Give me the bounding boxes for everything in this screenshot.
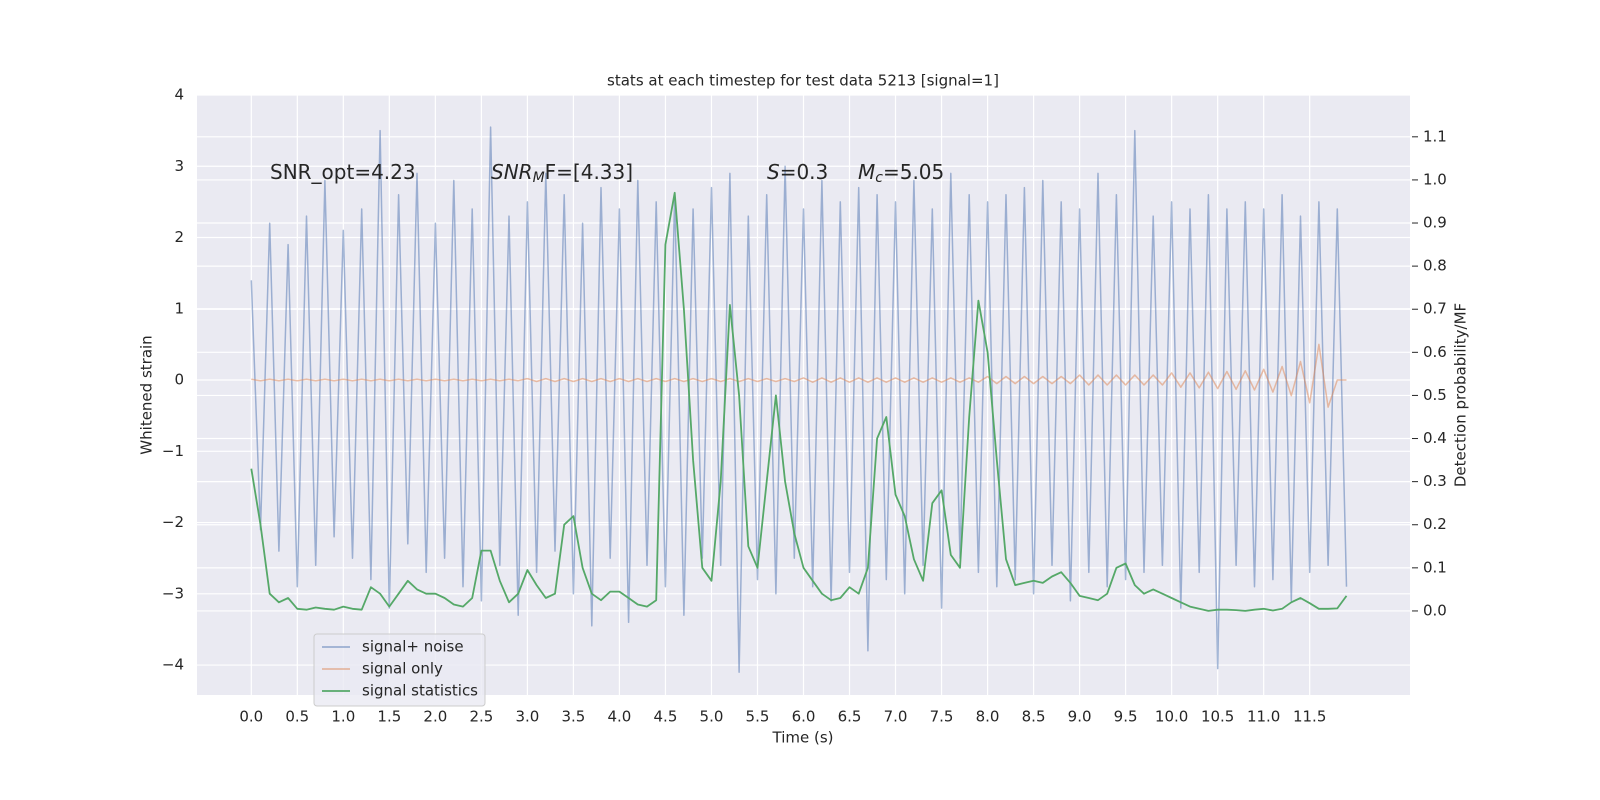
y-tick-label: −2 [162,513,184,531]
annotation-text: S [767,160,780,184]
annotation-text: SNR_opt=4.23 [270,160,416,184]
annotation-text: SNR [491,160,533,184]
y-tick-label: −1 [162,442,184,460]
x-tick-label: 8.0 [976,708,1000,726]
chart-title: stats at each timestep for test data 521… [607,72,999,90]
x-tick-label: 3.5 [561,708,585,726]
y2-tick-label: 0.4 [1423,429,1447,447]
series-line [250,126,1348,673]
y2-tick-label: 0.1 [1423,558,1447,576]
x-tick-label: 1.5 [377,708,401,726]
y-tick-label: 2 [174,228,184,246]
x-tick-label: 7.0 [884,708,908,726]
x-tick-label: 9.5 [1114,708,1138,726]
y2-tick-label: 0.7 [1423,300,1447,318]
x-tick-label: 0.0 [239,708,263,726]
y-tick-label: −3 [162,584,184,602]
y2-tick-label: 0.9 [1423,214,1447,232]
annotation-sub: c [875,170,883,186]
legend-label: signal statistics [362,682,478,700]
y-tick-label: 4 [174,86,184,104]
x-tick-label: 4.0 [608,708,632,726]
x-tick-label: 4.5 [654,708,678,726]
annotation: SNRMF=[4.33] [491,160,633,187]
annotation: S=0.3 [767,160,828,184]
y2-axis-label: Detection probability/MF [1452,303,1470,487]
annotation-tail: F=[4.33] [545,160,633,184]
y2-tick-label: 1.1 [1423,127,1447,145]
legend-label: signal+ noise [362,638,464,656]
y-axis-label: Whitened strain [138,335,156,454]
legend-label: signal only [362,660,443,678]
x-tick-label: 7.5 [930,708,954,726]
y2-tick-label: 0.3 [1423,472,1447,490]
x-tick-label: 9.0 [1068,708,1092,726]
annotation-tail: =0.3 [780,160,829,184]
y-tick-label: 3 [174,157,184,175]
x-tick-label: 6.0 [792,708,816,726]
x-tick-label: 5.0 [700,708,724,726]
x-tick-label: 1.0 [331,708,355,726]
y2-tick-label: 0.0 [1423,601,1447,619]
annotation-tail: =5.05 [883,160,944,184]
series-line [251,343,1347,408]
y2-tick-label: 0.5 [1423,386,1447,404]
y2-tick-label: 0.8 [1423,257,1447,275]
x-tick-label: 10.0 [1155,708,1188,726]
y2-tick-label: 1.0 [1423,170,1447,188]
x-axis-label: Time (s) [772,729,834,747]
x-tick-label: 11.0 [1247,708,1280,726]
x-tick-label: 5.5 [746,708,770,726]
x-tick-label: 0.5 [285,708,309,726]
y2-tick-label: 0.2 [1423,515,1447,533]
annotation-sub: M [533,170,545,186]
annotation: SNR_opt=4.23 [270,160,416,184]
x-tick-label: 11.5 [1293,708,1326,726]
x-tick-label: 8.5 [1022,708,1046,726]
y2-tick-label: 0.6 [1423,343,1447,361]
legend-box [313,633,486,707]
x-tick-label: 2.0 [423,708,447,726]
grid [197,94,1418,695]
x-tick-label: 2.5 [469,708,493,726]
x-tick-label: 6.5 [838,708,862,726]
x-tick-label: 3.0 [515,708,539,726]
y-tick-label: 0 [174,371,184,389]
marks [250,126,1348,673]
y-tick-label: −4 [162,656,184,674]
annotation: Mc=5.05 [858,160,944,187]
y-tick-label: 1 [174,299,184,317]
x-tick-label: 10.5 [1201,708,1234,726]
series-line [250,191,1348,612]
annotation-text: M [858,160,875,184]
